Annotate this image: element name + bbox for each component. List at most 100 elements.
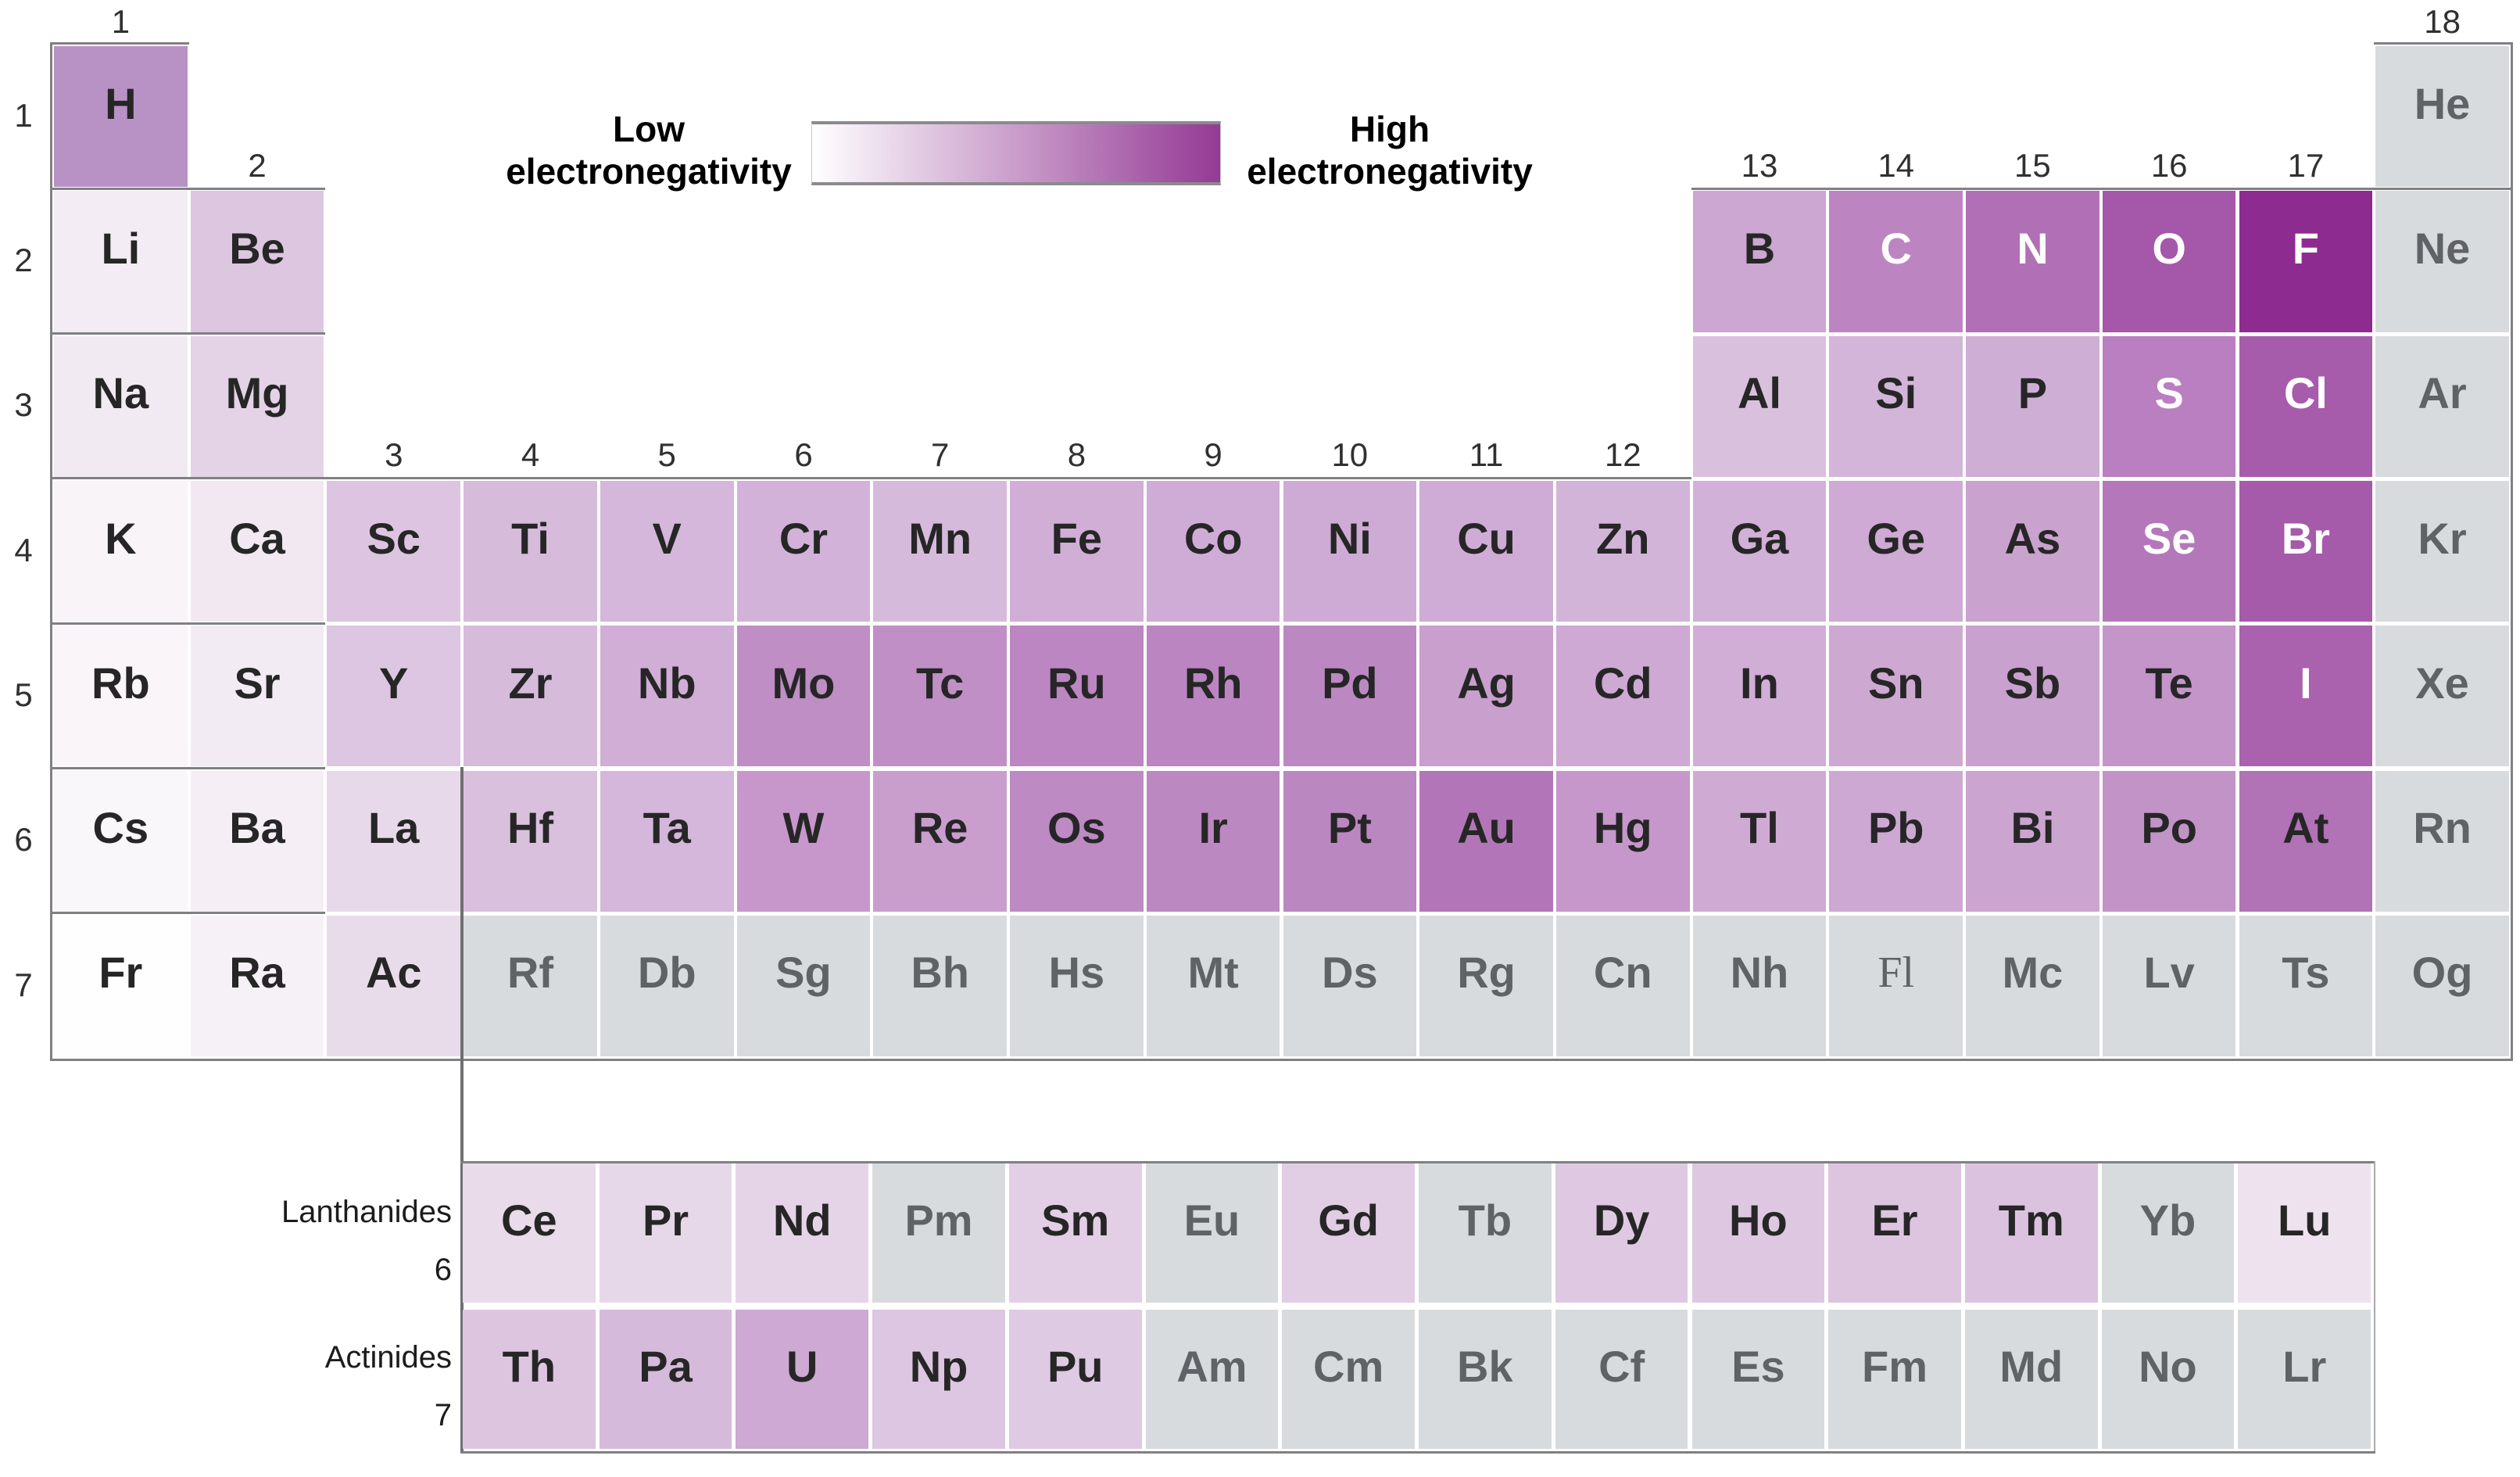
element-symbol: Lv [2143, 948, 2195, 998]
element-symbol: Hf [507, 803, 554, 853]
group-label-12: 12 [1604, 436, 1641, 473]
element-symbol: Pa [639, 1341, 693, 1391]
element-symbol: Po [2141, 803, 2197, 853]
element-symbol: Pb [1867, 803, 1924, 853]
element-cell-Sc: Sc [327, 480, 461, 622]
element-cell-Ti: Ti [464, 480, 597, 622]
element-cell-Ga: Ga [1692, 480, 1827, 622]
element-cell-Fr: Fr [54, 915, 188, 1057]
element-cell-Fm: Fm [1828, 1310, 1961, 1449]
element-symbol: Fl [1877, 948, 1915, 997]
element-cell-H: H [54, 46, 188, 188]
element-cell-P: P [1966, 335, 2099, 477]
border-line-2 [50, 42, 52, 1061]
element-cell-Mn: Mn [873, 480, 1007, 622]
element-symbol: Mt [1187, 948, 1239, 998]
element-symbol: S [2154, 368, 2184, 418]
element-cell-Pm: Pm [872, 1163, 1005, 1303]
element-symbol: W [782, 803, 825, 853]
element-symbol: K [105, 513, 137, 563]
element-cell-Tm: Tm [1964, 1163, 2098, 1303]
element-cell-Am: Am [1145, 1310, 1279, 1449]
element-symbol: Ds [1322, 948, 1378, 998]
element-symbol: Sr [234, 658, 281, 708]
element-symbol: Cs [92, 803, 149, 853]
group-label-11: 11 [1469, 436, 1504, 473]
element-symbol: Sn [1867, 658, 1924, 708]
element-symbol: Al [1737, 368, 1781, 418]
element-symbol: H [105, 78, 137, 128]
element-symbol: Br [2281, 513, 2330, 563]
element-cell-Md: Md [1964, 1310, 2098, 1449]
element-symbol: N [2017, 223, 2049, 273]
element-cell-Se: Se [2102, 480, 2236, 622]
element-symbol: Eu [1183, 1195, 1240, 1245]
element-symbol: Ts [2282, 948, 2330, 998]
legend-low-line2: electronegativity [506, 151, 792, 192]
element-symbol: Bk [1457, 1341, 1513, 1391]
element-cell-Nd: Nd [736, 1163, 869, 1303]
element-symbol: Sb [2004, 658, 2061, 708]
element-symbol: Co [1183, 513, 1243, 563]
element-symbol: Bi [2010, 803, 2055, 853]
element-cell-Fl: Fl [1829, 915, 1963, 1057]
element-cell-Co: Co [1146, 480, 1280, 622]
border-line-6 [52, 332, 326, 335]
element-symbol: Mc [2002, 948, 2064, 998]
element-cell-Dy: Dy [1555, 1163, 1688, 1303]
element-cell-Si: Si [1829, 335, 1963, 477]
element-cell-Mo: Mo [736, 626, 871, 767]
element-cell-Ce: Ce [463, 1163, 596, 1303]
element-cell-N: N [1966, 191, 2099, 332]
element-symbol: As [2004, 513, 2061, 563]
element-cell-Ru: Ru [1010, 626, 1144, 767]
element-cell-Sb: Sb [1966, 626, 2099, 767]
element-cell-Cd: Cd [1555, 626, 1690, 767]
element-cell-Cn: Cn [1555, 915, 1690, 1057]
element-cell-C: C [1829, 191, 1963, 332]
element-symbol: Cm [1313, 1341, 1384, 1391]
element-cell-Os: Os [1010, 770, 1144, 912]
element-cell-B: B [1692, 191, 1827, 332]
element-cell-W: W [736, 770, 871, 912]
element-cell-Cs: Cs [54, 770, 188, 912]
border-line-15 [2374, 1161, 2376, 1451]
element-cell-As: As [1966, 480, 2099, 622]
element-cell-Bk: Bk [1419, 1310, 1552, 1449]
element-symbol: Li [101, 223, 141, 273]
element-symbol: Fr [98, 948, 143, 998]
group-label-5: 5 [657, 436, 676, 473]
group-label-6: 6 [794, 436, 813, 473]
element-cell-Bi: Bi [1966, 770, 2099, 912]
element-cell-Ni: Ni [1283, 480, 1417, 622]
element-cell-Tb: Tb [1419, 1163, 1552, 1303]
element-cell-S: S [2102, 335, 2236, 477]
element-symbol: C [1880, 223, 1912, 273]
element-symbol: Og [2411, 948, 2473, 998]
element-symbol: U [786, 1341, 818, 1391]
element-symbol: Md [1999, 1341, 2064, 1391]
group-label-17: 17 [2287, 147, 2325, 184]
element-symbol: Hg [1593, 803, 1652, 853]
group-label-8: 8 [1067, 436, 1086, 473]
element-cell-La: La [327, 770, 461, 912]
element-symbol: Sg [775, 948, 832, 998]
element-symbol: Th [502, 1341, 557, 1391]
element-cell-Li: Li [54, 191, 188, 332]
element-cell-Lv: Lv [2102, 915, 2236, 1057]
element-cell-Fe: Fe [1010, 480, 1144, 622]
border-line-12 [460, 767, 464, 1451]
element-symbol: Hs [1048, 948, 1105, 998]
element-symbol: Mn [908, 513, 972, 563]
element-cell-O: O [2102, 191, 2236, 332]
border-line-14 [460, 1451, 2376, 1454]
group-label-2: 2 [248, 147, 267, 184]
element-cell-Be: Be [190, 191, 324, 332]
element-symbol: Nd [772, 1195, 832, 1245]
element-symbol: Cd [1593, 658, 1652, 708]
element-cell-Ac: Ac [327, 915, 461, 1057]
element-symbol: Ag [1457, 658, 1516, 708]
element-cell-Y: Y [327, 626, 461, 767]
element-symbol: Si [1875, 368, 1917, 418]
element-symbol: Cf [1598, 1341, 1645, 1391]
